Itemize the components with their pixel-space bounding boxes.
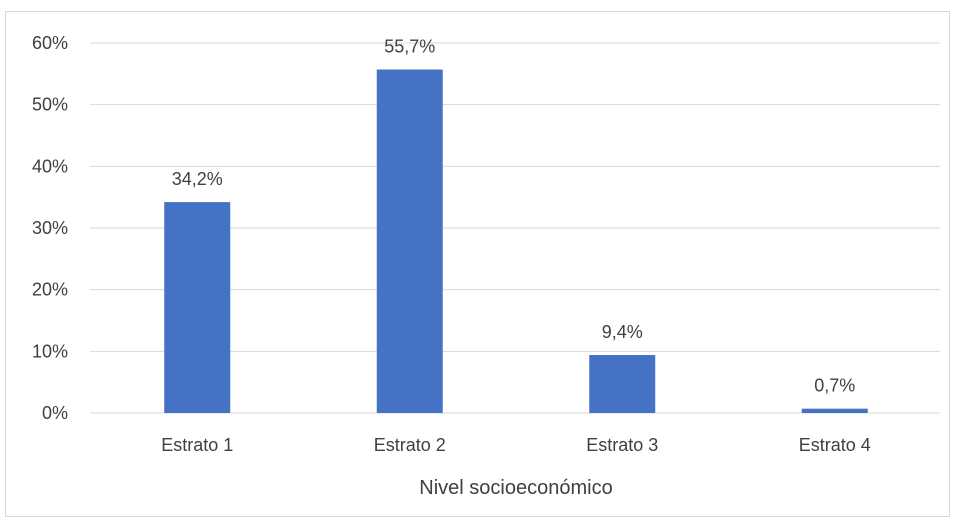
y-tick-label: 60% <box>32 33 68 53</box>
y-tick-label: 30% <box>32 218 68 238</box>
data-label-3: 9,4% <box>602 322 643 342</box>
gridlines <box>90 42 940 414</box>
bar-2 <box>376 69 443 414</box>
bars <box>164 69 868 414</box>
category-label-4: Estrato 4 <box>799 435 871 455</box>
bar-4 <box>801 408 868 413</box>
category-label-3: Estrato 3 <box>586 435 658 455</box>
y-axis-ticks: 0% 10% 20% 30% 40% 50% 60% <box>32 33 68 423</box>
y-tick-label: 20% <box>32 280 68 300</box>
y-tick-label: 10% <box>32 341 68 361</box>
data-label-2: 55,7% <box>384 37 435 57</box>
x-axis-title: Nivel socioeconómico <box>419 477 612 499</box>
category-label-2: Estrato 2 <box>374 435 446 455</box>
bar-3 <box>589 355 656 413</box>
data-label-1: 34,2% <box>172 169 223 189</box>
data-label-4: 0,7% <box>814 376 855 396</box>
y-tick-label: 50% <box>32 95 68 115</box>
y-tick-label: 40% <box>32 156 68 176</box>
chart-frame <box>5 11 950 517</box>
y-tick-label: 0% <box>42 403 68 423</box>
bar-1 <box>164 202 231 413</box>
x-axis-categories: Estrato 1 Estrato 2 Estrato 3 Estrato 4 <box>161 435 871 455</box>
data-labels: 34,2% 55,7% 9,4% 0,7% <box>172 37 856 396</box>
category-label-1: Estrato 1 <box>161 435 233 455</box>
